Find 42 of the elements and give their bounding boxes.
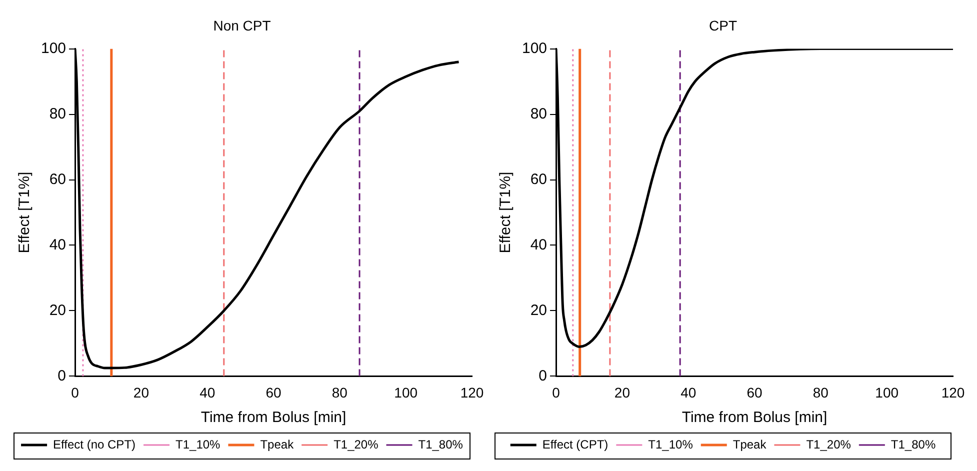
x-tick-label: 80 (812, 384, 829, 400)
legend-label: T1_10% (648, 437, 694, 452)
y-tick-label: 40 (530, 236, 548, 254)
legend-label: Effect (CPT) (542, 437, 608, 452)
legend-label: Effect (no CPT) (53, 437, 136, 452)
x-tick-label: 120 (460, 384, 484, 400)
y-tick-label: 0 (538, 367, 548, 384)
y-tick-label: 40 (49, 236, 66, 254)
legend-label: T1_80% (418, 437, 464, 452)
y-tick-label: 100 (40, 40, 66, 57)
y-tick-label: 80 (49, 105, 66, 122)
legend-label: T1_80% (890, 437, 936, 452)
x-axis-title: Time from Bolus [min] (200, 409, 346, 426)
y-tick-label: 20 (530, 302, 548, 319)
y-tick-label: 100 (522, 40, 548, 57)
legend-label: T1_20% (806, 437, 852, 452)
x-tick-label: 100 (875, 384, 899, 400)
legend-label: T1_20% (334, 437, 379, 452)
x-tick-label: 60 (266, 384, 282, 400)
y-tick-label: 60 (530, 170, 548, 188)
chart-title: CPT (709, 17, 738, 34)
x-tick-label: 0 (552, 384, 560, 400)
legend-label: Tpeak (732, 437, 768, 452)
x-tick-label: 80 (332, 384, 348, 400)
x-tick-label: 20 (614, 384, 630, 400)
y-tick-label: 0 (58, 367, 66, 384)
x-tick-label: 0 (71, 384, 80, 400)
x-tick-label: 60 (746, 384, 763, 400)
y-tick-label: 80 (530, 105, 548, 122)
y-axis-title: Effect [T1%] (497, 172, 514, 254)
y-tick-label: 20 (49, 302, 66, 319)
chart-title: Non CPT (213, 17, 272, 34)
y-tick-label: 60 (49, 170, 66, 188)
y-axis-title: Effect [T1%] (16, 172, 34, 254)
x-tick-label: 100 (394, 384, 418, 400)
legend-label: T1_10% (176, 437, 221, 452)
x-axis-title: Time from Bolus [min] (682, 409, 828, 426)
x-tick-label: 40 (200, 384, 216, 400)
x-tick-label: 40 (680, 384, 696, 400)
x-tick-label: 20 (133, 384, 150, 400)
legend-label: Tpeak (260, 437, 295, 452)
x-tick-label: 120 (941, 384, 965, 400)
